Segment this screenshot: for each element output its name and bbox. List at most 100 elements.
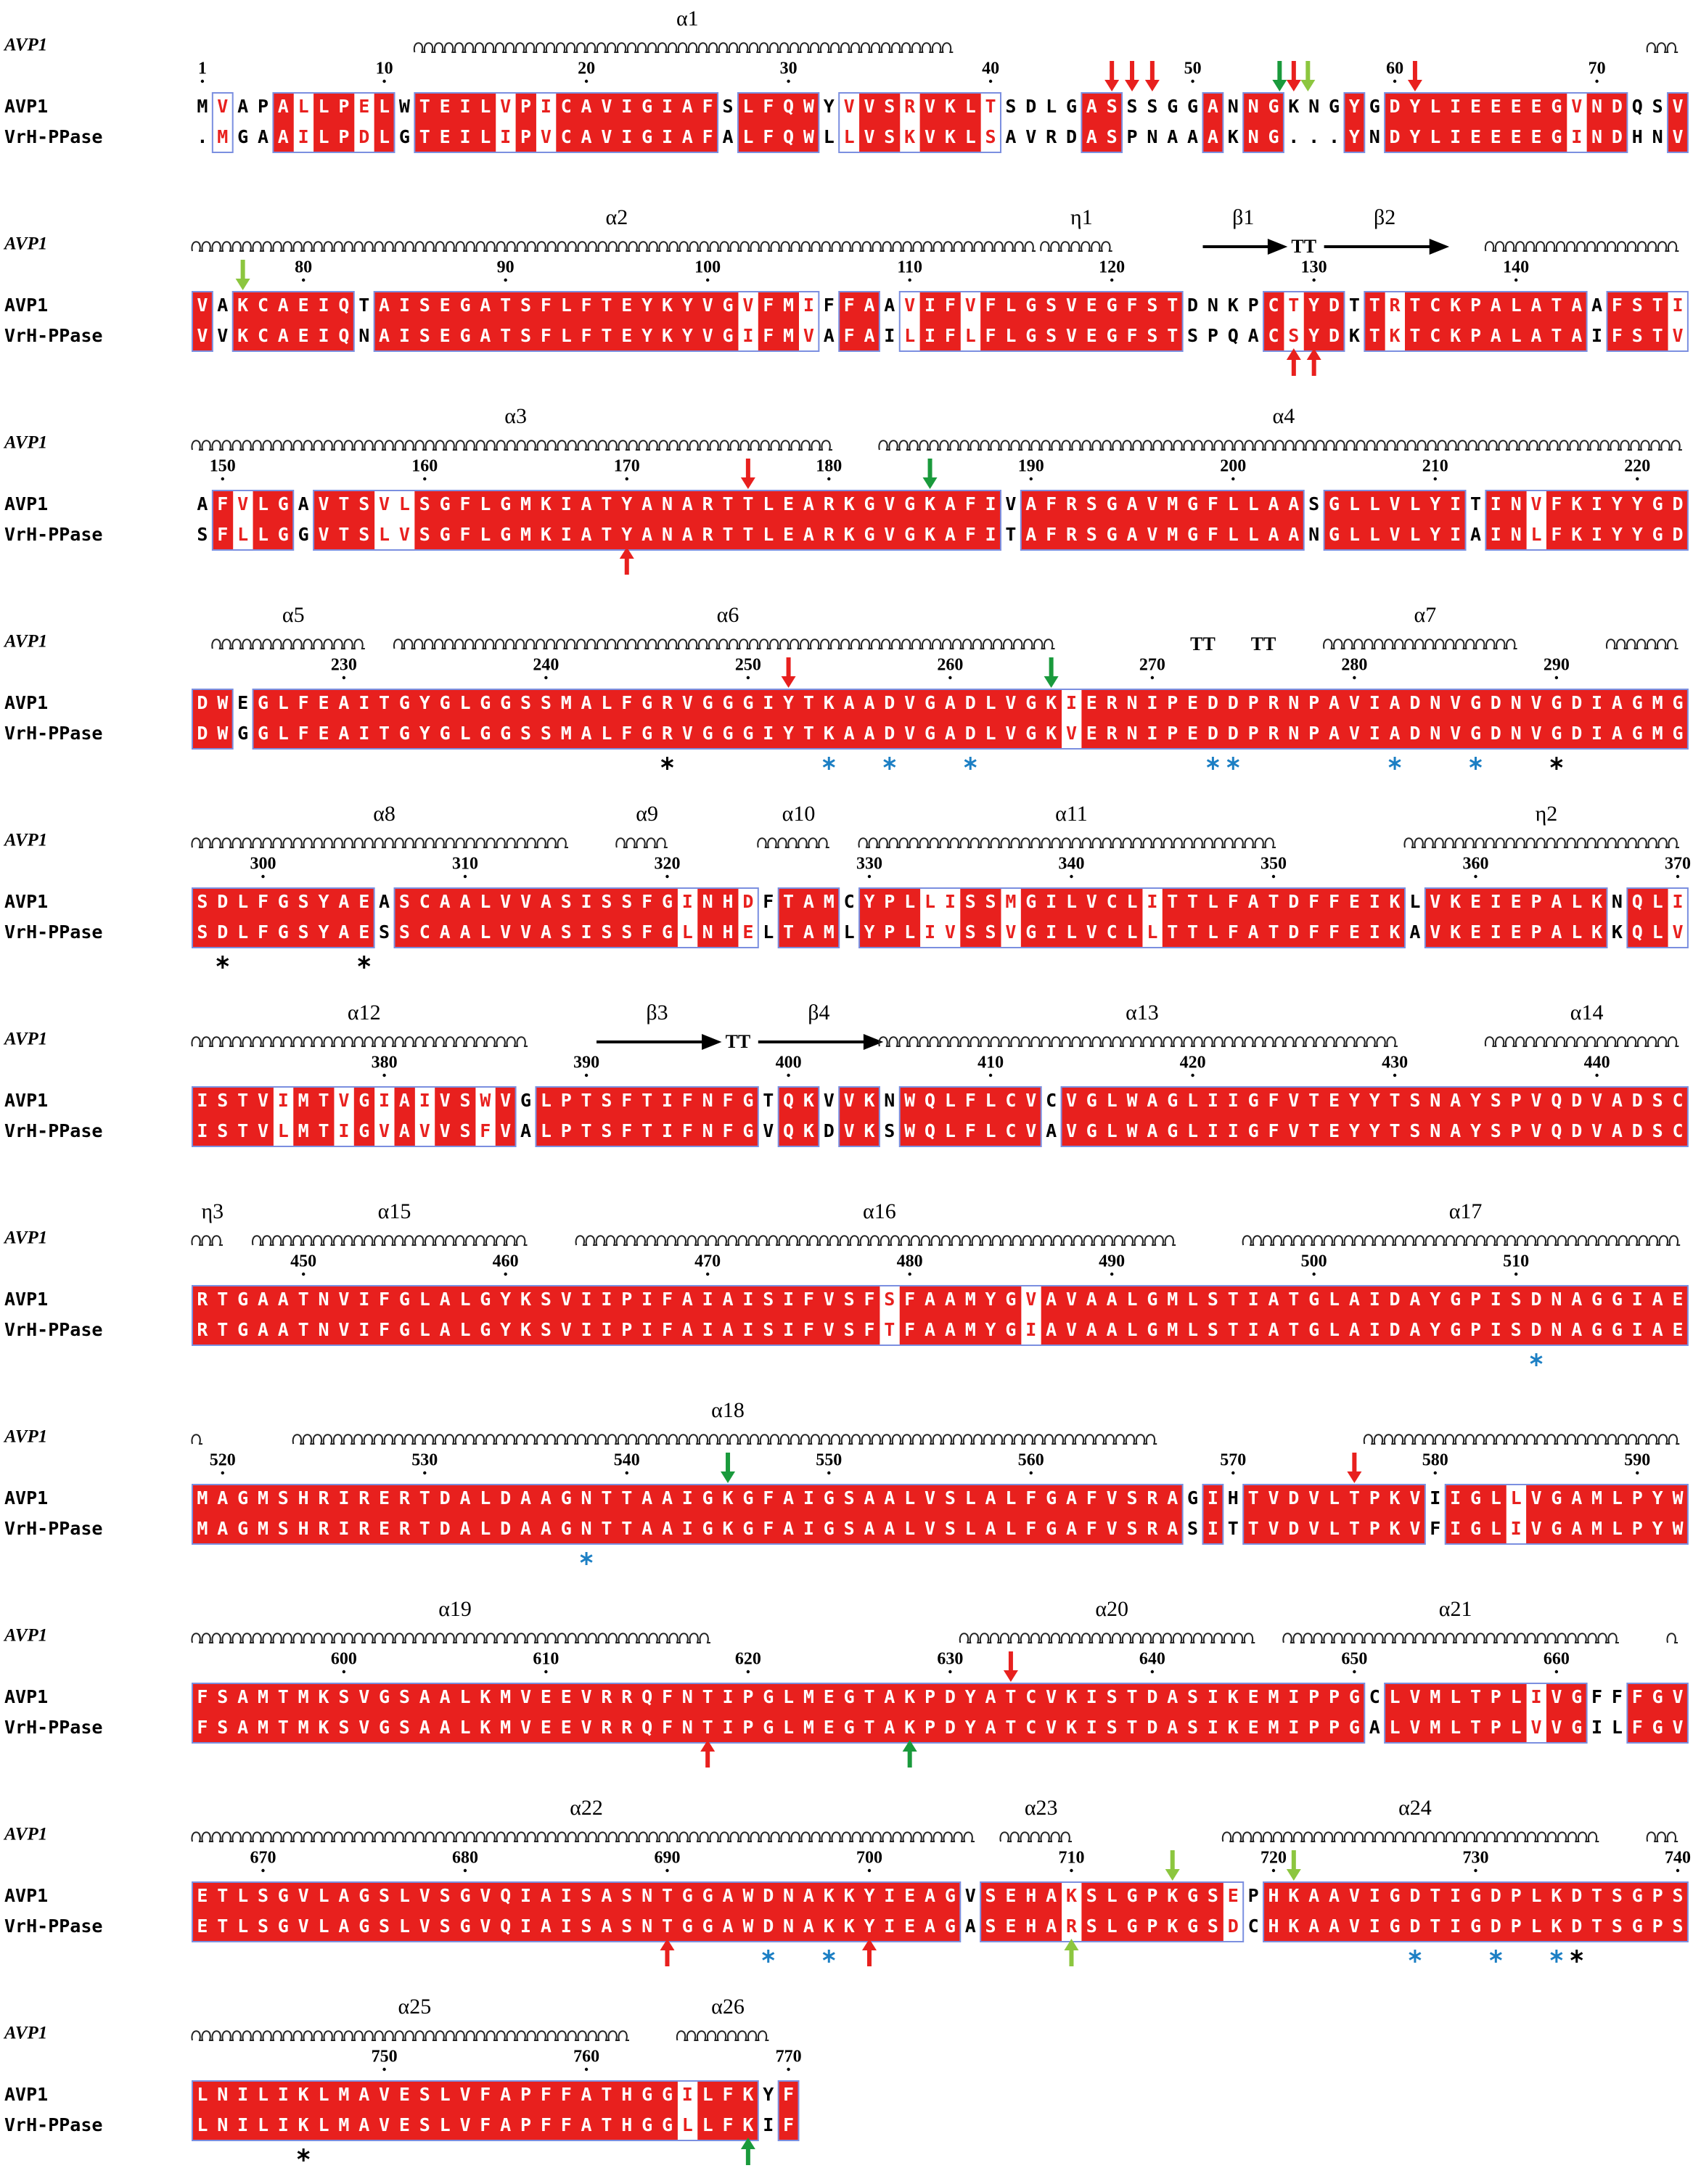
number-dot [261,1868,265,1873]
residue: T [864,1686,874,1707]
residue: G [1591,1289,1602,1310]
residue: K [945,96,956,117]
residue: Y [985,1289,996,1310]
residue: A [217,1487,228,1508]
residue: A [682,126,693,147]
residue: A [803,524,814,545]
residue: F [1329,921,1340,943]
number-dot [1514,1272,1518,1276]
number-dot [1433,1471,1437,1475]
residue: T [318,1120,329,1141]
residue: L [844,921,855,943]
identity-cell [414,1286,435,1345]
identity-cell [1668,689,1689,749]
residue: M [500,1717,511,1738]
identity-cell [1001,1485,1022,1544]
residue: S [1208,1319,1218,1340]
number-dot [1474,874,1477,879]
residue: L [904,325,915,346]
identity-cell [293,1286,314,1345]
identity-cell [677,1683,698,1743]
residue: I [884,1916,895,1937]
residue: L [1005,295,1016,316]
residue: A [925,1319,935,1340]
identity-cell [1263,1087,1284,1146]
number-dot [746,1670,750,1674]
residue: M [1591,1487,1602,1508]
residue: T [763,1090,774,1111]
residue: A [1551,891,1562,912]
residue: I [1066,692,1077,713]
similarity-box [858,887,1406,948]
identity-cell [859,490,880,550]
residue: C [1005,1090,1016,1111]
residue: F [641,891,652,912]
residue: T [1652,295,1663,316]
identity-cell [455,1286,476,1345]
residue: F [904,1289,915,1310]
residue: I [1591,325,1602,346]
identity-cell [1122,1882,1143,1942]
identity-cell [1122,1485,1143,1544]
residue: L [561,295,572,316]
identity-cell [1364,888,1385,948]
residue: P [1329,1686,1340,1707]
residue-number: 530 [411,1451,438,1470]
identity-cell [960,1683,981,1743]
residue: K [844,1885,855,1906]
residue: G [1025,921,1036,943]
number-dot [827,477,831,481]
residue: S [197,524,208,545]
identity-cell [536,490,557,550]
identity-cell [1303,1087,1325,1146]
residue: I [621,96,632,117]
residue: F [379,1319,390,1340]
residue: T [318,1090,329,1111]
identity-cell [940,1485,961,1544]
identity-cell [232,1286,254,1345]
identity-cell [1102,689,1123,749]
residue: S [1126,1518,1137,1539]
residue: K [824,723,835,744]
residue: F [662,1686,673,1707]
residue: P [1248,692,1259,713]
residue: N [1208,295,1218,316]
residue: G [1107,493,1118,514]
identity-cell [1141,1683,1163,1743]
residue-number: 640 [1139,1650,1165,1669]
residue: V [1107,1487,1118,1508]
residue: A [440,1319,451,1340]
residue: V [1025,1289,1036,1310]
identity-cell [515,1683,536,1743]
residue: V [884,524,895,545]
residue: D [358,126,369,147]
identity-cell [1202,1683,1223,1743]
similarity-box [393,887,759,948]
residue-number: 570 [1220,1451,1246,1470]
residue: I [197,1120,208,1141]
residue: N [318,1289,329,1310]
residue: L [459,1686,470,1707]
number-dot [1636,1471,1639,1475]
residue: S [1612,1885,1623,1906]
residue: L [1187,1319,1198,1340]
residue: K [803,1090,814,1111]
number-dot [504,1272,507,1276]
residue: G [258,723,268,744]
residue: G [1652,1686,1663,1707]
identity-cell [1506,1882,1527,1942]
identity-cell [1526,689,1547,749]
residue: F [783,2114,794,2135]
residue: G [1632,1885,1643,1906]
identity-cell [273,93,294,152]
similarity-box [192,689,234,750]
residue: F [541,325,552,346]
residue: A [278,325,289,346]
number-dot [787,2067,790,2072]
residue: A [278,295,289,316]
identity-cell [960,1087,981,1146]
identity-cell [798,1485,819,1544]
residue: L [480,891,491,912]
residue: P [884,921,895,943]
residue: E [621,295,632,316]
